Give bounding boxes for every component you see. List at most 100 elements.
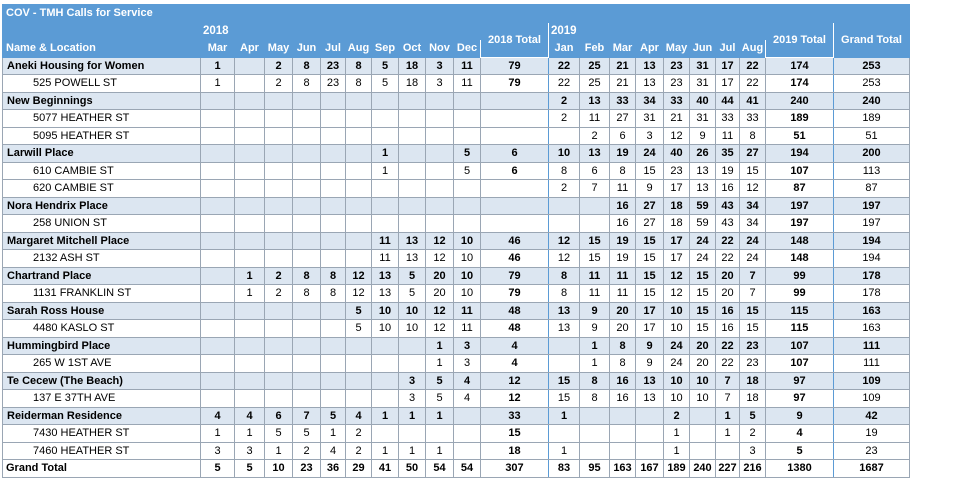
row-label: 265 W 1ST AVE (2, 354, 201, 373)
month-value-cell: 5 (234, 459, 265, 478)
month-value-cell (345, 371, 372, 390)
month-value-cell (234, 214, 265, 233)
col-header-month: Nov (425, 39, 454, 58)
month-value-cell: 240 (689, 459, 716, 478)
month-value-cell: 9 (689, 126, 716, 145)
month-value-cell: 12 (345, 284, 372, 303)
month-value-cell: 12 (663, 266, 690, 285)
total-2019-cell: 197 (765, 196, 834, 215)
month-value-cell (292, 179, 321, 198)
month-value-cell: 40 (689, 91, 716, 110)
month-value-cell (425, 424, 454, 443)
year-row-spacer (2, 21, 201, 40)
month-value-cell (320, 371, 346, 390)
month-value-cell (200, 371, 235, 390)
month-value-cell (635, 424, 664, 443)
row-label: 5095 HEATHER ST (2, 126, 201, 145)
month-value-cell: 10 (663, 319, 690, 338)
month-value-cell: 2 (345, 441, 372, 460)
month-value-cell: 31 (635, 109, 664, 128)
month-value-cell (200, 196, 235, 215)
month-value-cell: 10 (453, 249, 481, 268)
grand-total-cell: 178 (833, 284, 910, 303)
month-value-cell (425, 144, 454, 163)
month-value-cell: 22 (548, 74, 580, 93)
month-value-cell: 8 (292, 74, 321, 93)
month-value-cell (371, 389, 399, 408)
row-label: Te Cecew (The Beach) (2, 371, 201, 390)
month-value-cell (234, 301, 265, 320)
month-value-cell (398, 91, 426, 110)
month-value-cell (200, 336, 235, 355)
month-value-cell (425, 126, 454, 145)
month-value-cell (292, 161, 321, 180)
month-value-cell: 6 (579, 161, 610, 180)
month-value-cell (398, 354, 426, 373)
month-value-cell: 23 (663, 56, 690, 75)
month-value-cell (234, 231, 265, 250)
month-value-cell (548, 196, 580, 215)
month-value-cell (453, 441, 481, 460)
month-value-cell (264, 231, 293, 250)
month-value-cell: 8 (609, 354, 636, 373)
total-2018-cell: 15 (480, 424, 549, 443)
month-value-cell: 5 (398, 266, 426, 285)
month-value-cell (320, 196, 346, 215)
row-label: 1131 FRANKLIN ST (2, 284, 201, 303)
month-value-cell: 4 (345, 406, 372, 425)
month-value-cell (345, 109, 372, 128)
total-2019-cell: 107 (765, 354, 834, 373)
month-value-cell: 33 (739, 109, 766, 128)
col-header-month: Oct (398, 39, 426, 58)
month-value-cell: 15 (689, 301, 716, 320)
year-row: 2018 2018 Total 2019 2019 Total Grand To… (2, 21, 910, 58)
month-value-cell: 5 (739, 406, 766, 425)
month-value-cell: 7 (292, 406, 321, 425)
month-value-cell (264, 301, 293, 320)
row-label: Hummingbird Place (2, 336, 201, 355)
total-2019-cell: 5 (765, 441, 834, 460)
col-header-month: May (663, 39, 690, 58)
month-value-cell: 24 (689, 249, 716, 268)
row-label: New Beginnings (2, 91, 201, 110)
month-value-cell (320, 354, 346, 373)
month-value-cell: 22 (715, 336, 740, 355)
month-value-cell: 10 (689, 389, 716, 408)
month-value-cell (320, 161, 346, 180)
total-2019-cell: 1380 (765, 459, 834, 478)
month-value-cell: 16 (715, 301, 740, 320)
month-value-cell: 15 (548, 389, 580, 408)
month-value-cell: 15 (739, 161, 766, 180)
month-value-cell (689, 424, 716, 443)
row-label: Nora Hendrix Place (2, 196, 201, 215)
total-2019-cell: 115 (765, 301, 834, 320)
month-value-cell: 5 (425, 371, 454, 390)
month-value-cell: 43 (715, 214, 740, 233)
month-value-cell: 10 (371, 301, 399, 320)
month-value-cell (320, 389, 346, 408)
month-value-cell (345, 354, 372, 373)
month-value-cell: 23 (663, 161, 690, 180)
month-value-cell (234, 56, 265, 75)
month-value-cell (453, 126, 481, 145)
month-value-cell: 12 (425, 231, 454, 250)
grand-total-cell: 87 (833, 179, 910, 198)
month-value-cell: 20 (715, 284, 740, 303)
month-value-cell: 8 (320, 284, 346, 303)
total-2019-cell: 87 (765, 179, 834, 198)
month-value-cell: 12 (425, 249, 454, 268)
month-value-cell: 3 (398, 371, 426, 390)
month-value-cell (320, 336, 346, 355)
month-value-cell: 13 (579, 91, 610, 110)
month-value-cell: 7 (579, 179, 610, 198)
month-value-cell: 1 (371, 144, 399, 163)
month-value-cell (579, 424, 610, 443)
month-value-cell: 8 (609, 336, 636, 355)
month-value-cell: 18 (398, 74, 426, 93)
month-value-cell (371, 336, 399, 355)
month-value-cell (345, 91, 372, 110)
grand-total-cell: 197 (833, 196, 910, 215)
col-header-month: Jun (292, 39, 321, 58)
address-row: 525 POWELL ST 1 2 8 23 8 5 18 3 11 79 22 25 21 13 23 31 1… (2, 74, 910, 93)
month-value-cell (234, 179, 265, 198)
